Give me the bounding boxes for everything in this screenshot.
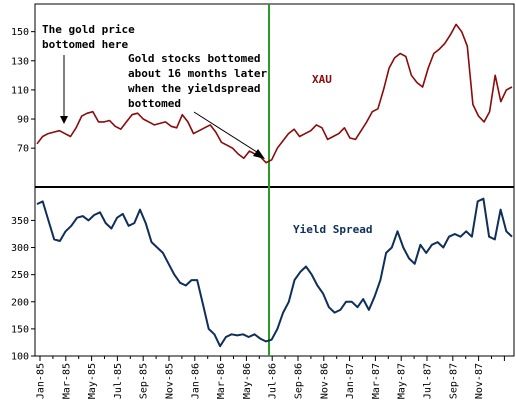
series-label-yield-spread: Yield Spread (293, 223, 372, 236)
annotation-gold-stocks-line-2: about 16 months later (128, 67, 267, 80)
annotation-gold-stocks-line-3: when the yieldspread (128, 82, 260, 95)
annotation-gold-stocks-arrow (193, 111, 261, 155)
x-tick-label: May-86 (242, 363, 253, 399)
x-tick-label: Nov-85 (165, 363, 176, 399)
y-tick-label: 70 (17, 144, 29, 155)
x-tick-label: Sep-87 (448, 363, 459, 399)
annotation-gold-stocks-line-4: bottomed (128, 97, 181, 110)
annotation-gold-stocks: Gold stocks bottomed about 16 months lat… (128, 52, 267, 159)
x-tick-label: Mar-87 (371, 363, 382, 399)
x-tick-label: May-87 (397, 363, 408, 399)
y-tick-label: 150 (11, 27, 29, 38)
annotation-gold-price: The gold price bottomed here (42, 23, 135, 124)
bottom-y-axis: 100 150 200 250 300 350 (11, 216, 35, 363)
annotation-gold-price-line-1: The gold price (42, 23, 135, 36)
annotation-gold-price-line-2: bottomed here (42, 38, 128, 51)
x-tick-label: May-85 (87, 363, 98, 399)
series-label-xau: XAU (312, 73, 332, 86)
x-tick-label: Jan-85 (36, 363, 47, 399)
plot-frame (34, 3, 515, 357)
x-tick-label: Mar-86 (216, 363, 227, 399)
x-tick-label: Jan-87 (345, 363, 356, 399)
x-tick-label: Jul-86 (268, 363, 279, 399)
y-tick-label: 90 (17, 115, 29, 126)
y-tick-label: 200 (11, 297, 29, 308)
x-tick-label: Nov-86 (319, 363, 330, 399)
series-line-yield-spread (36, 197, 513, 348)
annotation-gold-stocks-line-1: Gold stocks bottomed (128, 52, 260, 65)
x-tick-label: Jan-86 (190, 363, 201, 399)
x-tick-label: Sep-86 (294, 363, 305, 399)
y-tick-label: 100 (11, 352, 29, 363)
x-tick-label: Jul-85 (113, 363, 124, 399)
x-axis: Jan-85 Mar-85 May-85 Jul-85 Sep-85 Nov-85 Jan-… (36, 356, 505, 399)
series-line-xau (36, 23, 513, 164)
y-tick-label: 350 (11, 216, 29, 227)
x-tick-label: Nov-87 (474, 363, 485, 399)
x-tick-label: Sep-85 (139, 363, 150, 399)
y-tick-label: 130 (11, 56, 29, 67)
y-tick-label: 250 (11, 270, 29, 281)
x-tick-label: Jul-87 (423, 363, 434, 399)
x-tick-label: Mar-85 (61, 363, 72, 399)
annotation-gold-stocks-arrowhead (253, 149, 265, 159)
y-tick-label: 110 (11, 85, 29, 96)
y-tick-label: 300 (11, 243, 29, 254)
top-y-axis: 70 90 110 130 150 (11, 27, 35, 155)
annotation-gold-price-arrowhead (60, 116, 68, 124)
y-tick-label: 150 (11, 324, 29, 335)
